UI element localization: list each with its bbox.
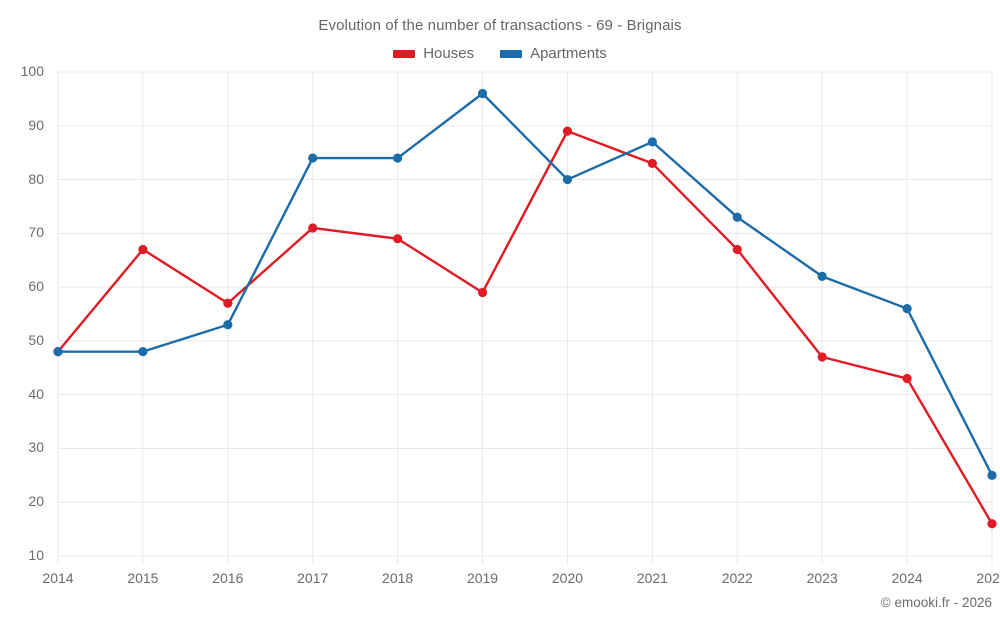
data-point-apartments-2025[interactable] [987,470,997,480]
y-tick-label: 80 [28,170,44,187]
x-tick-label: 2017 [297,570,329,586]
x-tick-label: 2020 [551,570,584,586]
data-point-houses-2022[interactable] [732,244,742,255]
y-tick-label: 10 [28,547,44,563]
data-point-apartments-2024[interactable] [902,304,912,314]
data-point-apartments-2017[interactable] [308,153,318,163]
data-point-apartments-2016[interactable] [223,320,233,330]
y-tick-label: 40 [28,385,44,402]
legend-swatch-houses [393,49,416,58]
x-tick-label: 2025 [976,570,1000,586]
legend-label-apartments: Apartments [530,45,607,62]
x-tick-label: 2016 [212,570,244,586]
data-point-apartments-2019[interactable] [477,88,488,99]
data-point-houses-2019[interactable] [477,287,488,298]
y-tick-label: 20 [28,493,44,510]
chart-legend: Houses Apartments [0,45,1000,62]
data-point-houses-2018[interactable] [393,234,403,244]
data-point-houses-2016[interactable] [223,298,233,308]
data-point-houses-2015[interactable] [138,244,148,255]
data-point-houses-2017[interactable] [308,223,318,233]
data-point-apartments-2015[interactable] [138,347,148,357]
y-tick-label: 100 [20,63,44,79]
y-tick-label: 90 [28,116,44,133]
x-tick-label: 2024 [891,570,923,586]
data-point-houses-2020[interactable] [562,126,573,136]
y-tick-label: 50 [28,331,44,348]
x-tick-label: 2023 [806,570,838,586]
data-point-apartments-2014[interactable] [53,347,63,357]
data-point-apartments-2021[interactable] [647,137,657,147]
data-point-houses-2024[interactable] [902,373,912,384]
x-tick-label: 2015 [127,570,159,586]
legend-swatch-apartments [500,49,523,58]
y-tick-label: 70 [28,224,44,241]
y-tick-label: 30 [28,439,44,456]
x-tick-label: 2014 [42,570,74,586]
legend-item-houses[interactable]: Houses [393,45,474,62]
y-tick-label: 60 [28,278,44,295]
x-tick-label: 2021 [636,570,668,586]
data-point-apartments-2022[interactable] [732,212,742,222]
legend-item-apartments[interactable]: Apartments [500,45,607,62]
data-point-apartments-2023[interactable] [817,271,827,281]
series-line-houses [56,129,994,525]
x-tick-label: 2022 [721,570,753,586]
data-point-apartments-2018[interactable] [393,153,403,163]
x-tick-label: 2018 [382,570,414,586]
chart-title: Evolution of the number of transactions … [318,17,682,34]
data-point-houses-2023[interactable] [817,352,827,362]
x-tick-label: 2019 [466,570,499,586]
data-point-houses-2025[interactable] [987,519,997,529]
series-line-apartments [56,92,994,477]
legend-label-houses: Houses [423,45,475,62]
data-point-apartments-2020[interactable] [562,174,573,185]
data-point-houses-2021[interactable] [647,158,657,169]
copyright-credit: © emooki.fr - 2026 [880,595,992,610]
